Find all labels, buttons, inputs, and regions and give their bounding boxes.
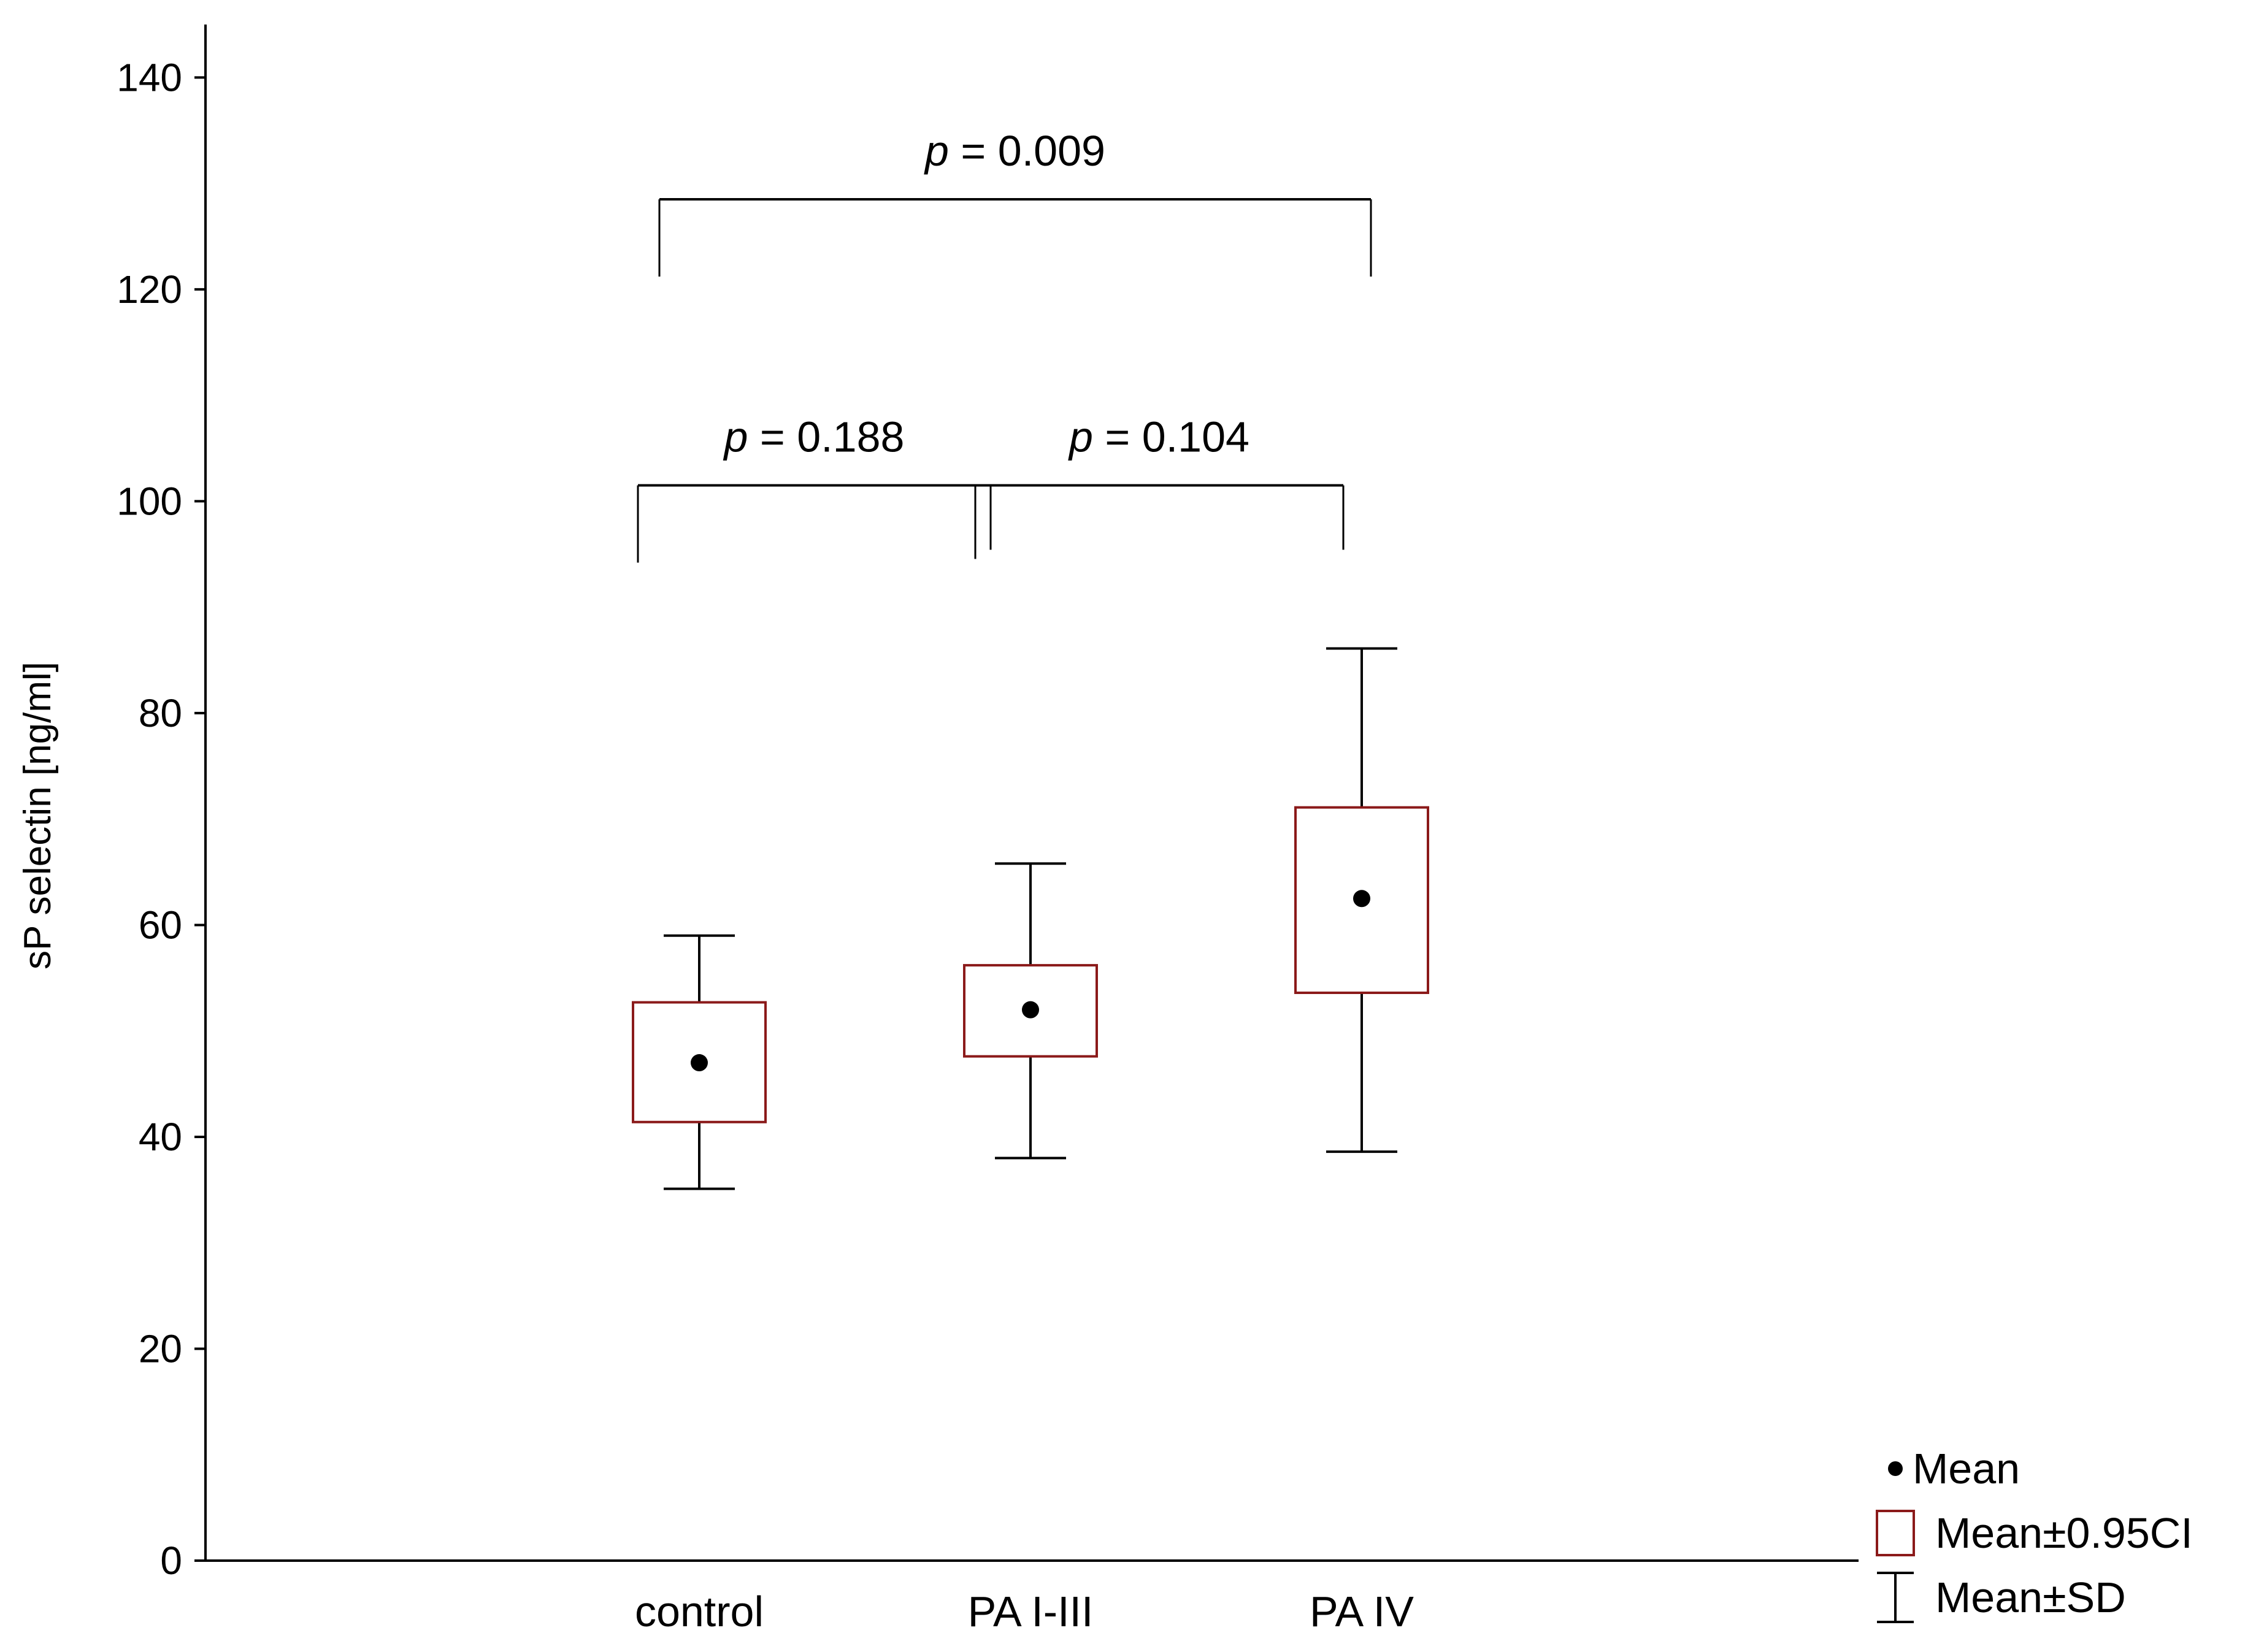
x-category-label: control: [635, 1588, 764, 1635]
ci-box: [1294, 806, 1429, 995]
legend-item-whisker: Mean±SD: [1877, 1572, 2126, 1623]
p-symbol: p: [1068, 413, 1093, 461]
y-tick-label: 120: [117, 267, 182, 312]
p-symbol: p: [723, 413, 748, 461]
legend-label: Mean: [1913, 1445, 2020, 1493]
legend-label: Mean±0.95CI: [1935, 1509, 2193, 1557]
y-ticks: 0 20 40 60 80 100 120 140: [117, 55, 205, 1583]
p-symbol: p: [924, 127, 949, 175]
p-value: = 0.104: [1093, 413, 1249, 461]
legend: Mean Mean±0.95CI Mean±SD: [1876, 1445, 2193, 1623]
group-control: [632, 934, 767, 1190]
p-value-label: p = 0.188: [723, 413, 905, 461]
legend-dot-icon: [1888, 1461, 1903, 1476]
plot-area: [632, 647, 1429, 1190]
y-axis-title: sP selectin [ng/ml]: [17, 662, 59, 969]
legend-box-icon: [1876, 1510, 1915, 1556]
comparison-bracket: p = 0.009: [658, 127, 1372, 277]
p-value-label: p = 0.009: [924, 127, 1105, 175]
comparison-bracket: p = 0.104: [974, 413, 1345, 559]
group-pa-iv: [1294, 647, 1429, 1153]
y-tick-label: 100: [117, 479, 182, 523]
comparison-bracket: p = 0.188: [637, 413, 992, 563]
y-tick-label: 0: [160, 1539, 182, 1583]
y-tick-label: 20: [139, 1326, 182, 1371]
y-tick-label: 80: [139, 691, 182, 735]
y-tick-label: 60: [139, 903, 182, 947]
legend-item-dot: Mean: [1888, 1445, 2020, 1493]
x-category-label: PA I-III: [968, 1588, 1094, 1635]
y-tick-label: 140: [117, 55, 182, 99]
x-category-label: PA IV: [1310, 1588, 1414, 1635]
mean-dot: [691, 1054, 708, 1072]
y-tick-label: 40: [139, 1115, 182, 1159]
p-value: = 0.009: [949, 127, 1105, 175]
legend-item-box: Mean±0.95CI: [1876, 1509, 2193, 1557]
mean-dot: [1022, 1001, 1039, 1019]
ci-box: [632, 1001, 767, 1123]
p-value: = 0.188: [748, 413, 904, 461]
legend-label: Mean±SD: [1935, 1574, 2126, 1621]
group-pa-i-iii: [963, 862, 1098, 1160]
x-category-labels: control PA I-III PA IV: [635, 1588, 1414, 1635]
mean-dot: [1353, 890, 1370, 908]
ci-box: [963, 964, 1098, 1058]
p-value-label: p = 0.104: [1068, 413, 1249, 461]
